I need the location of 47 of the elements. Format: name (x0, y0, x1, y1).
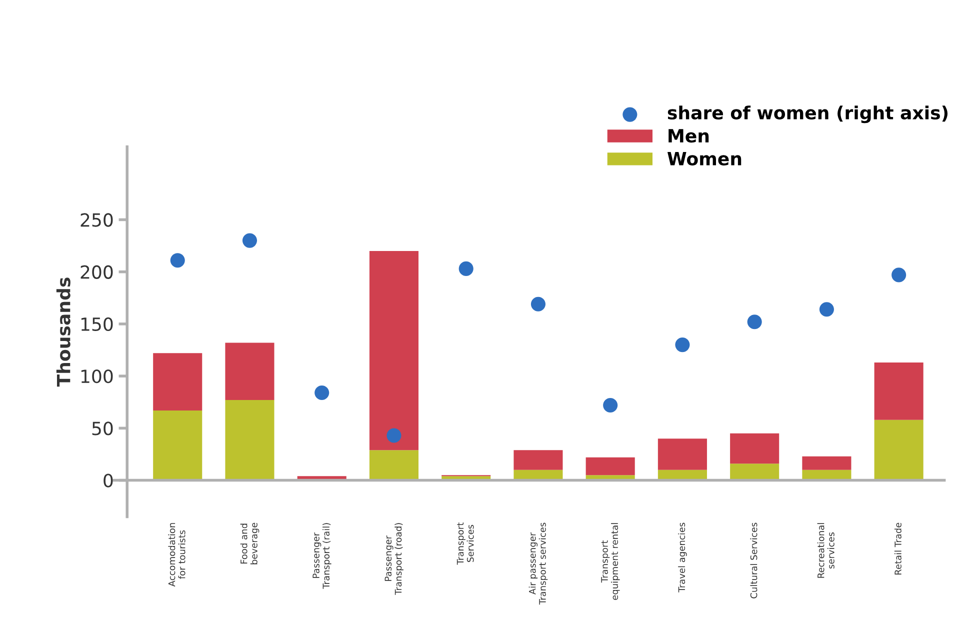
bar (874, 362, 924, 420)
legend-label: Women (667, 152, 742, 166)
y-tick-label: 200 (80, 265, 113, 279)
y-axis-title: Thousands (56, 278, 70, 387)
x-tick-label: Food and beverage (240, 522, 260, 564)
y-tick-label: 150 (81, 317, 113, 332)
point (819, 302, 834, 317)
x-tick-label: Travel agencies (678, 522, 687, 592)
point (603, 398, 618, 413)
x-tick-label: Transport equipment rental (601, 523, 620, 600)
x-tick-label: Passenger Transport (road) (384, 523, 404, 595)
point (314, 385, 330, 400)
bar (369, 250, 418, 450)
bar (802, 456, 852, 470)
bar (514, 450, 563, 470)
bar (369, 450, 418, 480)
bar (730, 433, 780, 464)
bar (874, 420, 924, 480)
x-tick-label: Cultural Services (750, 522, 758, 598)
bar (225, 400, 274, 480)
point (458, 261, 474, 276)
x-tick-label: Recreational services (817, 523, 834, 578)
y-tick-label: 250 (80, 213, 113, 227)
y-tick-label: 100 (81, 370, 113, 384)
bar (586, 457, 635, 476)
legend-label: Men (668, 129, 709, 143)
x-tick-label: Retail Trade (894, 522, 902, 575)
point (386, 428, 402, 443)
point (170, 253, 185, 268)
point (242, 233, 258, 248)
bar (730, 464, 780, 480)
bar (153, 353, 202, 410)
legend-label: share of women (right axis) (668, 106, 948, 124)
x-tick-label: Accomodation for tourists (168, 523, 186, 587)
x-tick-label: Transport Services (456, 522, 474, 565)
point (530, 296, 546, 312)
bar (153, 410, 202, 480)
y-tick-label: 50 (92, 422, 113, 436)
bar (297, 476, 346, 480)
x-tick-label: Passenger Transport (rail) (312, 523, 332, 589)
bar (225, 342, 274, 400)
point (747, 314, 762, 330)
point (892, 268, 906, 282)
point (675, 338, 690, 352)
bar (658, 438, 707, 470)
y-tick-label: 0 (104, 474, 113, 488)
x-tick-label: Air passenger Transport services (528, 522, 548, 605)
